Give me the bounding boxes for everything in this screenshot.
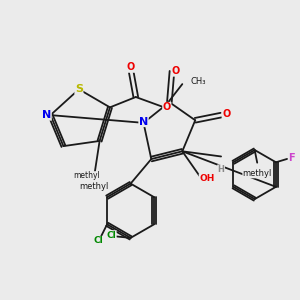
Text: N: N [42,110,51,120]
Text: methyl: methyl [73,171,100,180]
Text: N: N [139,117,148,127]
Text: O: O [127,62,135,72]
Text: methyl: methyl [242,169,272,178]
Text: OH: OH [199,174,214,183]
Text: H: H [218,165,224,174]
Text: S: S [75,84,83,94]
Text: methyl: methyl [80,182,109,191]
Text: Cl: Cl [93,236,103,245]
Text: O: O [222,109,230,119]
Text: CH₃: CH₃ [190,77,206,86]
Text: F: F [288,153,295,163]
Text: O: O [172,66,180,76]
Text: Cl: Cl [106,231,116,240]
Text: O: O [163,102,171,112]
